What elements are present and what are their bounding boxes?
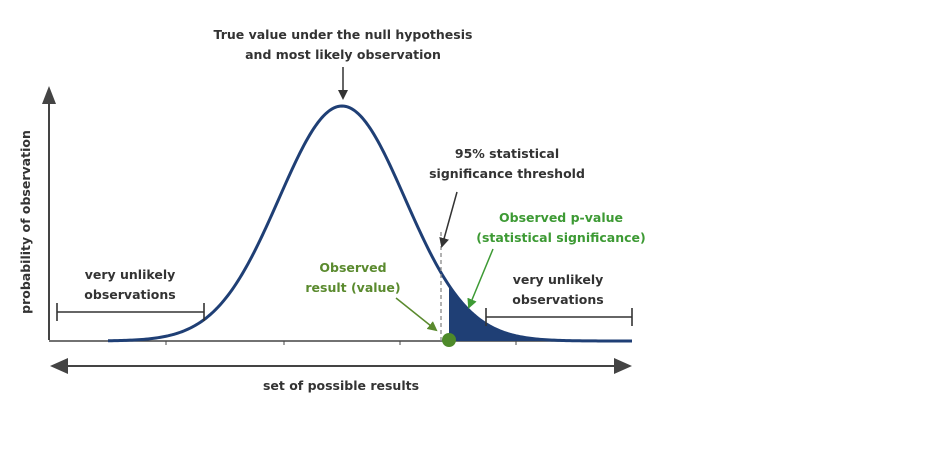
peak-label-line1: True value under the null hypothesis xyxy=(214,27,473,42)
right-tail-label-line2: observations xyxy=(512,292,603,307)
p-value-label-line1: Observed p-value xyxy=(499,210,623,225)
x-axis-left-arrowhead xyxy=(50,358,68,374)
right-tail-label-line1: very unlikely xyxy=(513,272,604,287)
threshold-label-line1: 95% statistical xyxy=(455,146,559,161)
observed-point xyxy=(442,333,456,347)
y-axis-label: probability of observation xyxy=(18,130,33,314)
left-tail-bracket xyxy=(56,303,205,321)
p-value-tail-area xyxy=(449,285,632,341)
observed-label-line2: result (value) xyxy=(305,280,400,295)
left-tail-label-line1: very unlikely xyxy=(85,267,176,282)
left-tail-label-line2: observations xyxy=(84,287,175,302)
x-axis-right-arrowhead xyxy=(614,358,632,374)
null-distribution-curve xyxy=(107,104,632,343)
p-value-label-line2: (statistical significance) xyxy=(476,230,645,245)
observed-arrow xyxy=(395,297,438,332)
threshold-arrow xyxy=(439,191,458,248)
y-axis-arrowhead xyxy=(42,86,56,104)
observed-label-line1: Observed xyxy=(319,260,386,275)
peak-label-line2: and most likely observation xyxy=(245,47,441,62)
p-value-arrow xyxy=(467,248,494,309)
baseline-ticks xyxy=(165,341,517,345)
x-axis-label: set of possible results xyxy=(263,378,419,393)
right-tail-bracket xyxy=(485,308,633,326)
threshold-label-line2: significance threshold xyxy=(429,166,585,181)
